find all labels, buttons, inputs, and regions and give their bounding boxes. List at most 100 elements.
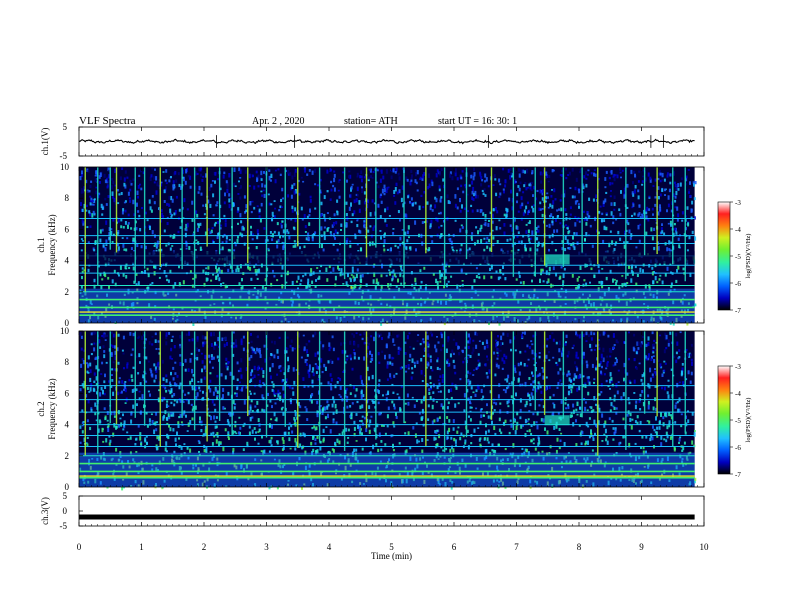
colorbar-label: log(PSD)(V²/Hz) [745,234,752,279]
psd-cell [117,361,120,365]
psd-cell [156,181,159,187]
psd-cell [558,340,561,346]
psd-cell [319,178,322,182]
psd-cell [271,424,273,429]
psd-cell [156,243,159,248]
psd-cell [310,268,313,273]
psd-cell [242,425,245,427]
psd-cell [381,188,384,194]
psd-cell [474,195,477,199]
psd-cell [539,278,541,284]
psd-cell [351,367,354,371]
psd-cell [666,434,669,439]
psd-cell [613,195,616,199]
psd-cell [406,230,409,235]
psd-cell [487,441,490,444]
psd-cell [531,279,533,283]
psd-cell [532,334,535,338]
psd-cell [517,378,520,383]
psd-cell [590,433,593,438]
psd-cell [611,182,614,185]
psd-cell [111,331,113,334]
psd-cell [370,335,373,338]
psd-cell [688,191,690,194]
psd-cell [192,277,195,280]
psd-cell [208,414,211,417]
psd-cell [135,355,138,358]
psd-cell [650,227,653,232]
psd-cell [306,173,309,176]
psd-cell [599,205,602,208]
psd-cell [548,175,551,178]
psd-cell [112,432,115,437]
psd-cell [593,274,596,278]
psd-cell [283,372,286,376]
psd-cell [103,354,106,359]
psd-cell [645,211,648,215]
psd-cell [530,340,533,343]
psd-cell [340,268,343,273]
psd-cell [185,333,188,336]
psd-cell [476,239,479,245]
psd-cell [517,362,520,367]
psd-cell [349,415,352,418]
psd-cell [213,403,216,406]
psd-cell [571,347,574,349]
psd-cell [277,389,280,394]
psd-cell [404,421,407,424]
psd-cell [279,205,282,209]
psd-cell [298,333,300,338]
y-tick-label: 4 [65,256,70,266]
psd-cell [639,393,642,397]
psd-cell [637,224,640,230]
psd-cell [660,227,663,231]
psd-cell [613,174,616,177]
psd-cell [175,195,178,199]
psd-cell [212,273,215,276]
psd-cell [376,169,379,172]
psd-cell [262,189,265,192]
psd-cell [572,242,575,247]
psd-cell [308,222,311,226]
psd-cell [323,363,326,368]
psd-cell [196,213,199,218]
psd-cell [675,191,678,196]
psd-cell [93,278,96,283]
psd-cell [273,230,276,234]
psd-cell [144,372,147,375]
psd-cell [233,182,236,187]
psd-cell [139,436,142,441]
psd-cell [203,213,206,216]
psd-cell [191,218,194,222]
psd-cell [397,246,400,249]
psd-cell [174,171,177,175]
psd-cell [380,169,383,174]
psd-cell [406,393,409,398]
psd-cell [86,370,89,374]
psd-cell [576,286,579,290]
psd-cell [358,208,361,213]
psd-cell [224,222,227,227]
psd-cell [191,200,194,205]
psd-cell [642,336,645,338]
psd-cell [441,378,444,384]
psd-cell [107,427,110,433]
psd-cell [113,410,116,415]
psd-cell [102,440,105,443]
psd-cell [256,347,258,352]
psd-cell [572,344,575,347]
psd-cell [654,196,657,199]
psd-cell [423,266,426,270]
psd-cell [559,379,562,382]
psd-cell [456,206,459,210]
psd-cell [155,176,158,181]
psd-cell [389,264,392,268]
psd-cell [585,232,588,237]
psd-cell [442,405,444,410]
psd-cell [436,366,439,371]
psd-cell [681,367,684,372]
psd-cell [225,235,228,240]
psd-cell [583,279,586,282]
psd-cell [587,376,590,379]
psd-cell [438,188,441,192]
